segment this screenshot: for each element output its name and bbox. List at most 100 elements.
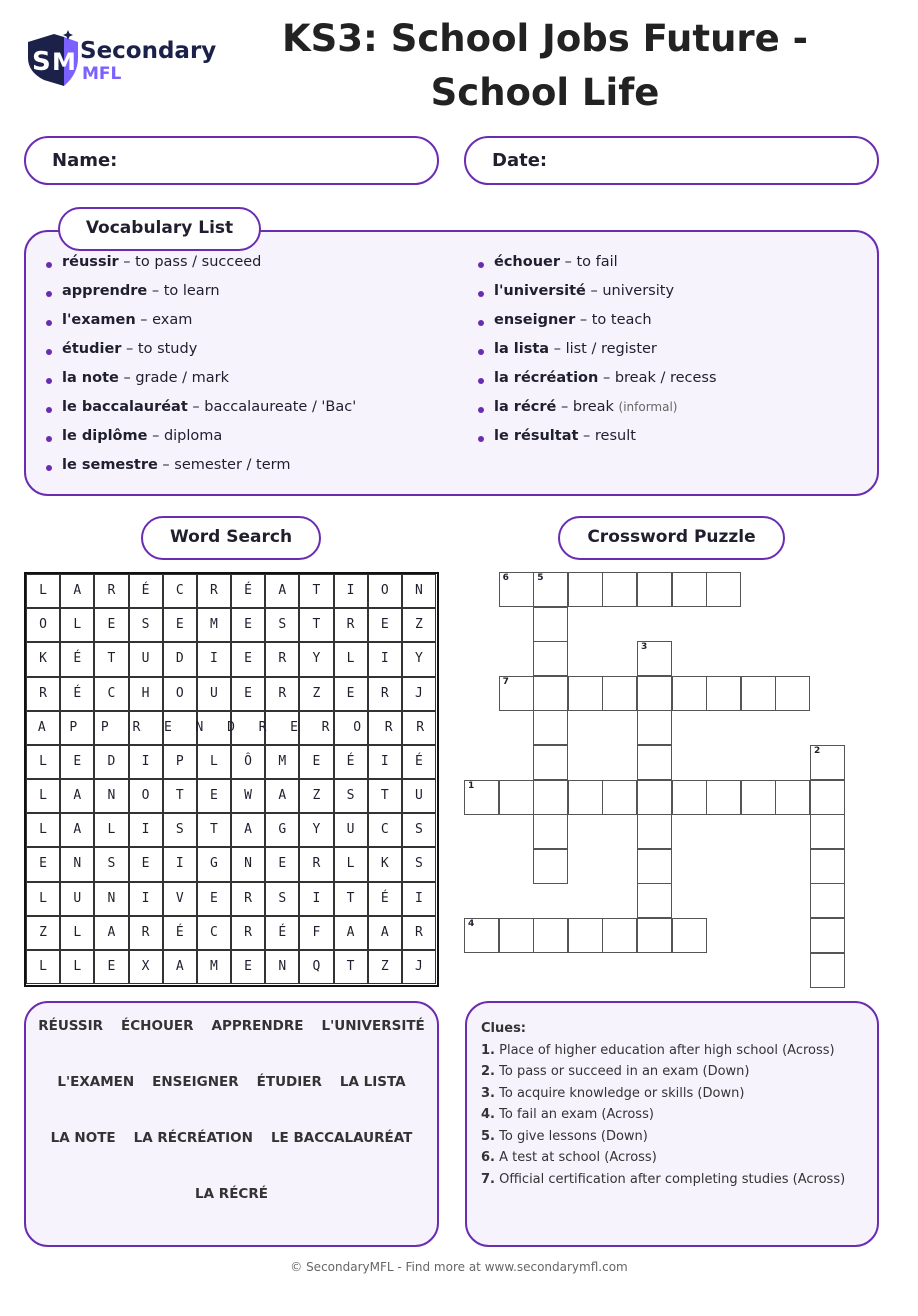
grid-cell[interactable] xyxy=(196,847,231,882)
grid-cell[interactable] xyxy=(94,642,129,677)
grid-cell[interactable] xyxy=(333,847,368,882)
grid-cell[interactable] xyxy=(265,744,300,779)
grid-cell[interactable] xyxy=(231,744,266,779)
grid-cell[interactable] xyxy=(60,676,95,711)
word-search-row[interactable]: ZLARÉCRÉFAAR xyxy=(39,924,450,940)
grid-cell[interactable] xyxy=(401,949,436,984)
grid-cell[interactable] xyxy=(162,676,197,711)
grid-cell[interactable] xyxy=(401,574,436,609)
grid-cell[interactable] xyxy=(265,915,300,950)
grid-cell[interactable] xyxy=(196,881,231,916)
grid-cell[interactable] xyxy=(299,608,334,643)
grid-cell[interactable] xyxy=(265,676,300,711)
grid-cell[interactable] xyxy=(60,949,95,984)
word-search-row[interactable]: LANOTEWAZSTU xyxy=(39,788,450,803)
grid-cell[interactable] xyxy=(333,642,368,677)
grid-cell[interactable] xyxy=(265,642,300,677)
grid-cell[interactable] xyxy=(196,949,231,984)
name-field[interactable]: Name: xyxy=(24,136,439,185)
grid-cell[interactable] xyxy=(94,915,129,950)
grid-cell[interactable] xyxy=(299,881,334,916)
grid-cell[interactable] xyxy=(94,949,129,984)
grid-cell[interactable] xyxy=(128,949,163,984)
grid-cell[interactable] xyxy=(94,744,129,779)
grid-cell[interactable] xyxy=(162,744,197,779)
crossword-cell[interactable] xyxy=(637,814,672,850)
grid-cell[interactable] xyxy=(128,608,163,643)
crossword-cell[interactable] xyxy=(706,779,742,815)
grid-cell[interactable] xyxy=(401,642,436,677)
grid-cell[interactable] xyxy=(26,608,61,643)
word-search-row[interactable]: KÉTUDIERYLIY xyxy=(39,651,450,667)
grid-cell[interactable] xyxy=(231,949,266,984)
grid-cell[interactable] xyxy=(401,847,436,882)
grid-cell[interactable] xyxy=(128,710,163,745)
grid-cell[interactable] xyxy=(60,744,95,779)
grid-cell[interactable] xyxy=(162,779,197,814)
grid-cell[interactable] xyxy=(196,779,231,814)
grid-cell[interactable] xyxy=(60,608,95,643)
grid-cell[interactable] xyxy=(333,574,368,609)
grid-cell[interactable] xyxy=(196,710,231,745)
grid-cell[interactable] xyxy=(26,744,61,779)
grid-cell[interactable] xyxy=(231,574,266,609)
grid-cell[interactable] xyxy=(26,779,61,814)
grid-cell[interactable] xyxy=(162,642,197,677)
crossword-cell[interactable] xyxy=(740,675,776,711)
grid-cell[interactable] xyxy=(196,676,231,711)
grid-cell[interactable] xyxy=(265,813,300,848)
crossword-cell[interactable] xyxy=(637,848,672,884)
grid-cell[interactable] xyxy=(299,847,334,882)
crossword-cell[interactable] xyxy=(533,675,569,711)
grid-cell[interactable] xyxy=(367,710,402,745)
word-search-row[interactable]: LEDIPLÔMEÉIÉ xyxy=(39,753,450,769)
grid-cell[interactable] xyxy=(299,574,334,609)
grid-cell[interactable] xyxy=(367,608,402,643)
grid-cell[interactable] xyxy=(196,574,231,609)
grid-cell[interactable] xyxy=(60,710,95,745)
grid-cell[interactable] xyxy=(60,642,95,677)
crossword-cell[interactable] xyxy=(637,572,672,607)
grid-cell[interactable] xyxy=(367,847,402,882)
grid-cell[interactable] xyxy=(162,574,197,609)
grid-cell[interactable] xyxy=(231,847,266,882)
grid-cell[interactable] xyxy=(94,779,129,814)
grid-cell[interactable] xyxy=(401,881,436,916)
grid-cell[interactable] xyxy=(196,813,231,848)
grid-cell[interactable] xyxy=(401,608,436,643)
crossword-cell[interactable]: 6 xyxy=(498,572,534,607)
grid-cell[interactable] xyxy=(231,608,266,643)
grid-cell[interactable] xyxy=(367,642,402,677)
crossword-cell[interactable] xyxy=(637,675,672,711)
crossword-cell[interactable] xyxy=(706,675,742,711)
crossword-cell[interactable] xyxy=(810,952,845,988)
grid-cell[interactable] xyxy=(333,779,368,814)
crossword-cell[interactable] xyxy=(533,779,569,815)
crossword-cell[interactable] xyxy=(775,675,811,711)
grid-cell[interactable] xyxy=(60,574,95,609)
grid-cell[interactable] xyxy=(162,813,197,848)
grid-cell[interactable] xyxy=(196,642,231,677)
grid-cell[interactable] xyxy=(94,710,129,745)
grid-cell[interactable] xyxy=(367,574,402,609)
crossword-cell[interactable] xyxy=(602,918,638,953)
grid-cell[interactable] xyxy=(128,676,163,711)
grid-cell[interactable] xyxy=(367,676,402,711)
crossword-cell[interactable] xyxy=(637,745,672,780)
grid-cell[interactable] xyxy=(94,847,129,882)
grid-cell[interactable] xyxy=(265,779,300,814)
crossword-cell[interactable] xyxy=(637,918,672,953)
grid-cell[interactable] xyxy=(333,710,368,745)
crossword-cell[interactable] xyxy=(498,779,534,815)
crossword-cell[interactable] xyxy=(533,918,569,953)
word-search-row[interactable]: LLEXAMENQTZJ xyxy=(39,958,450,974)
grid-cell[interactable] xyxy=(367,779,402,814)
grid-cell[interactable] xyxy=(401,813,436,848)
grid-cell[interactable] xyxy=(299,676,334,711)
grid-cell[interactable] xyxy=(26,847,61,882)
grid-cell[interactable] xyxy=(94,676,129,711)
grid-cell[interactable] xyxy=(299,642,334,677)
grid-cell[interactable] xyxy=(299,915,334,950)
grid-cell[interactable] xyxy=(94,813,129,848)
crossword-cell[interactable] xyxy=(810,779,845,815)
